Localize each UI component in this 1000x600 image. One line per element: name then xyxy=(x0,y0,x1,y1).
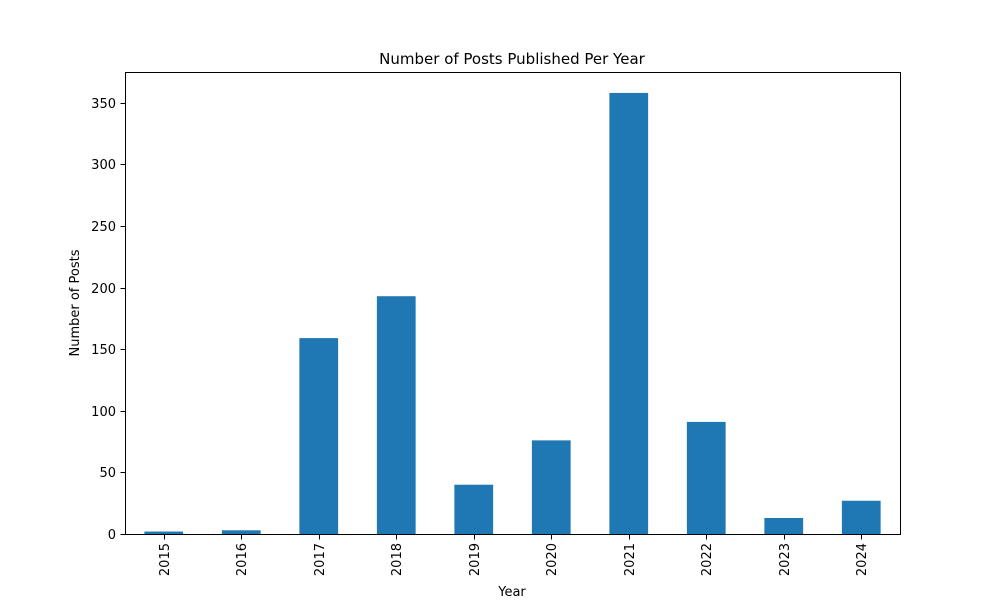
x-tick-label: 2015 xyxy=(158,543,173,576)
x-axis-ticks: 2015 2016 2017 2018 2019 2020 2021 2022 2023 2024 xyxy=(158,534,870,576)
y-tick-label: 300 xyxy=(91,158,116,173)
x-tick-label: 2023 xyxy=(778,543,793,576)
y-tick-label: 50 xyxy=(99,466,116,481)
x-tick-label: 2024 xyxy=(855,543,870,576)
bar-2016 xyxy=(221,530,261,534)
x-tick-label: 2016 xyxy=(235,543,250,576)
y-tick-label: 200 xyxy=(91,282,116,297)
bar-2021 xyxy=(609,92,649,534)
bar-2018 xyxy=(376,296,416,534)
y-axis-label: Number of Posts xyxy=(68,249,83,356)
x-tick-label: 2020 xyxy=(545,543,560,576)
y-tick-label: 150 xyxy=(91,343,116,358)
bar-2024 xyxy=(841,500,881,534)
bar-2019 xyxy=(454,484,494,534)
y-tick-label: 100 xyxy=(91,405,116,420)
x-tick-label: 2022 xyxy=(700,543,715,576)
y-tick-label: 350 xyxy=(91,97,116,112)
chart-title: Number of Posts Published Per Year xyxy=(379,50,645,68)
y-tick-label: 0 xyxy=(108,528,116,543)
y-axis-ticks: 0 50 100 150 200 250 300 350 xyxy=(91,97,126,543)
x-tick-label: 2019 xyxy=(468,543,483,576)
x-axis-label: Year xyxy=(497,585,526,600)
x-tick-label: 2018 xyxy=(390,543,405,576)
bar-2022 xyxy=(686,421,726,534)
x-tick-label: 2017 xyxy=(313,543,328,576)
bar-2023 xyxy=(764,517,804,534)
y-tick-label: 250 xyxy=(91,220,116,235)
x-tick-label: 2021 xyxy=(623,543,638,576)
bar-2015 xyxy=(144,531,184,534)
plot-frame xyxy=(125,72,901,535)
bars-group xyxy=(144,92,881,534)
bar-2017 xyxy=(299,338,339,534)
bar-2020 xyxy=(531,440,571,534)
